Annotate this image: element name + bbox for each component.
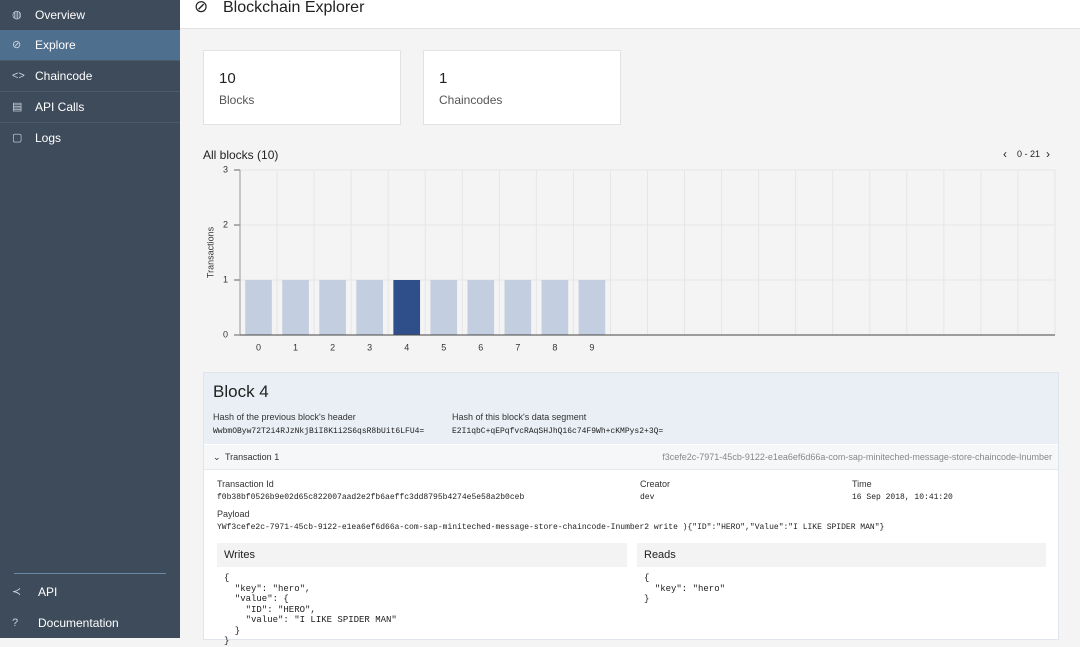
nav-item[interactable]: ◍ Overview [0, 0, 180, 31]
header: ⊘ Blockchain Explorer [180, 0, 1080, 29]
y-tick-label: 0 [223, 329, 228, 339]
label: Creator [640, 479, 671, 489]
y-axis-label: Transactions [205, 226, 215, 278]
x-tick-label: 7 [515, 342, 520, 352]
value: YWf3cefe2c-7971-45cb-9122-e1ea6ef6d66a-c… [217, 523, 885, 532]
stat-value: 1 [439, 70, 448, 87]
bar [356, 280, 383, 335]
nav-label[interactable]: API Calls [35, 100, 85, 114]
pager-range: 0 - 21 [1017, 149, 1041, 159]
bar [578, 280, 606, 335]
pager-prev[interactable]: ‹ [1003, 147, 1007, 161]
nav-label[interactable]: Explore [35, 38, 76, 52]
x-tick-label: 1 [293, 342, 298, 352]
transaction-id-short: f3cefe2c-7971-45cb-9122-e1ea6ef6d66a-com… [662, 452, 1052, 462]
writes-code: { "key": "hero", "value": { "ID": "HERO"… [224, 573, 397, 646]
reads-header [637, 543, 1046, 567]
bar [504, 280, 532, 335]
bar [282, 280, 309, 335]
bar [430, 280, 458, 335]
y-tick-label: 2 [223, 219, 228, 229]
block-panel: Block 4 Hash of the previous block's hea… [203, 372, 1059, 646]
bar [393, 280, 421, 335]
label: Hash of this block's data segment [452, 412, 587, 422]
nav-label[interactable]: Documentation [38, 616, 119, 630]
stat-value: 10 [219, 70, 236, 87]
x-tick-label: 2 [330, 342, 335, 352]
stat-card: 10 Blocks [203, 50, 401, 125]
block-header [204, 373, 1058, 444]
reads-label: Reads [644, 549, 676, 561]
nav-label[interactable]: API [38, 585, 58, 599]
header-title: Blockchain Explorer [223, 0, 365, 16]
nav-item[interactable]: ⊘ Explore [0, 30, 180, 61]
nav-label[interactable]: Logs [35, 131, 62, 145]
label: Payload [217, 509, 250, 519]
nav-item[interactable]: ? Documentation [0, 608, 180, 638]
x-tick-label: 5 [441, 342, 446, 352]
bar [467, 280, 495, 335]
x-tick-label: 0 [256, 342, 261, 352]
nav-label[interactable]: Overview [35, 8, 86, 22]
stat-card: 1 Chaincodes [423, 50, 621, 125]
y-tick-label: 1 [223, 274, 228, 284]
stat-label: Chaincodes [439, 93, 503, 107]
bar [541, 280, 569, 335]
bar [245, 280, 272, 335]
writes-label: Writes [224, 549, 255, 561]
transaction-row[interactable] [204, 445, 1058, 470]
pager-next[interactable]: › [1046, 147, 1050, 161]
nav-item[interactable]: ▤ API Calls [0, 92, 180, 123]
y-tick-label: 3 [223, 164, 228, 174]
chart: 0 1 2 3 Transactions 0 1 2 3 4 5 6 7 8 9 [205, 164, 1056, 352]
label: Time [852, 479, 872, 489]
x-tick-label: 4 [404, 342, 409, 352]
x-tick-label: 9 [589, 342, 594, 352]
hash: E2I1qbC+qEPqfvcRAqSHJhQ16c74F9Wh+cKMPys2… [452, 427, 664, 436]
label: Transaction Id [217, 479, 274, 489]
nav-item[interactable]: ≺ API [0, 577, 180, 607]
writes-header [217, 543, 627, 567]
divider [14, 573, 166, 574]
x-tick-label: 3 [367, 342, 372, 352]
hash: WwbmOByw72T2i4RJzNkjBiI8K1i2S6qsR8bUit6L… [213, 427, 425, 436]
header-icon: ⊘ [194, 0, 209, 16]
chevron[interactable]: ⌄ [213, 452, 221, 462]
chart-title: All blocks (10) [203, 148, 279, 162]
bar [319, 280, 346, 335]
value: f0b38bf0526b9e02d65c822007aad2e2fb6aeffc… [217, 493, 525, 502]
block-title: Block 4 [213, 382, 269, 401]
value: dev [640, 493, 655, 502]
nav-item[interactable]: <> Chaincode [0, 61, 180, 92]
nav-item[interactable]: ▢ Logs [0, 123, 180, 153]
value: 16 Sep 2018, 10:41:20 [852, 493, 953, 502]
x-tick-label: 8 [552, 342, 557, 352]
nav-label[interactable]: Chaincode [35, 69, 93, 83]
transaction-title[interactable]: Transaction 1 [225, 452, 280, 462]
x-tick-label: 6 [478, 342, 483, 352]
label: Hash of the previous block's header [213, 412, 356, 422]
reads-code: { "key": "hero" } [644, 573, 726, 604]
stat-label: Blocks [219, 93, 255, 107]
sidebar: ◍ Overview ⊘ Explore <> Chaincode ▤ API Call… [0, 0, 180, 638]
